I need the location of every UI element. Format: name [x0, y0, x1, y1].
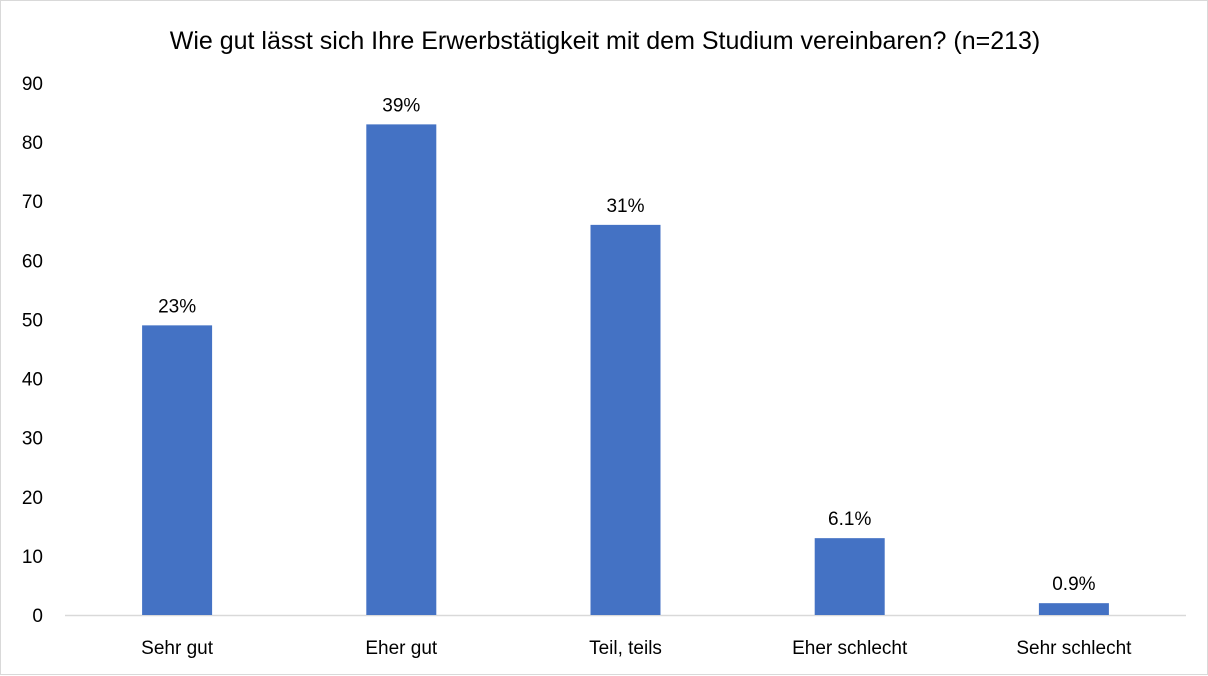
bar — [814, 538, 885, 615]
x-tick-label: Eher gut — [365, 638, 438, 659]
chart-title: Wie gut lässt sich Ihre Erwerbstätigkeit… — [170, 27, 1041, 55]
y-tick-label: 30 — [22, 429, 43, 450]
y-tick-label: 20 — [22, 488, 43, 509]
data-label: 23% — [158, 296, 196, 317]
x-tick-label: Eher schlecht — [792, 638, 908, 659]
x-tick-label: Sehr gut — [141, 638, 214, 659]
bar — [1038, 603, 1109, 615]
y-tick-label: 0 — [32, 606, 43, 627]
y-tick-label: 10 — [22, 547, 43, 568]
bar — [142, 325, 213, 615]
data-labels: 23% 39% 31% 6.1% 0.9% — [158, 95, 1096, 595]
data-label: 6.1% — [828, 509, 871, 530]
y-tick-label: 80 — [22, 133, 43, 154]
y-tick-label: 90 — [22, 74, 43, 95]
data-label: 31% — [606, 196, 644, 217]
y-tick-label: 50 — [22, 310, 43, 331]
data-label: 0.9% — [1052, 574, 1095, 595]
y-tick-label: 70 — [22, 192, 43, 213]
y-tick-label: 40 — [22, 370, 43, 391]
x-tick-label: Teil, teils — [589, 638, 662, 659]
bar-series — [142, 124, 1109, 615]
data-label: 39% — [382, 95, 420, 116]
y-axis: 0 10 20 30 40 50 60 70 80 90 — [22, 74, 43, 627]
y-tick-label: 60 — [22, 251, 43, 272]
x-tick-label: Sehr schlecht — [1016, 638, 1132, 659]
x-axis: Sehr gut Eher gut Teil, teils Eher schlecht… — [65, 614, 1186, 659]
bar — [366, 124, 437, 615]
bar — [590, 224, 661, 615]
